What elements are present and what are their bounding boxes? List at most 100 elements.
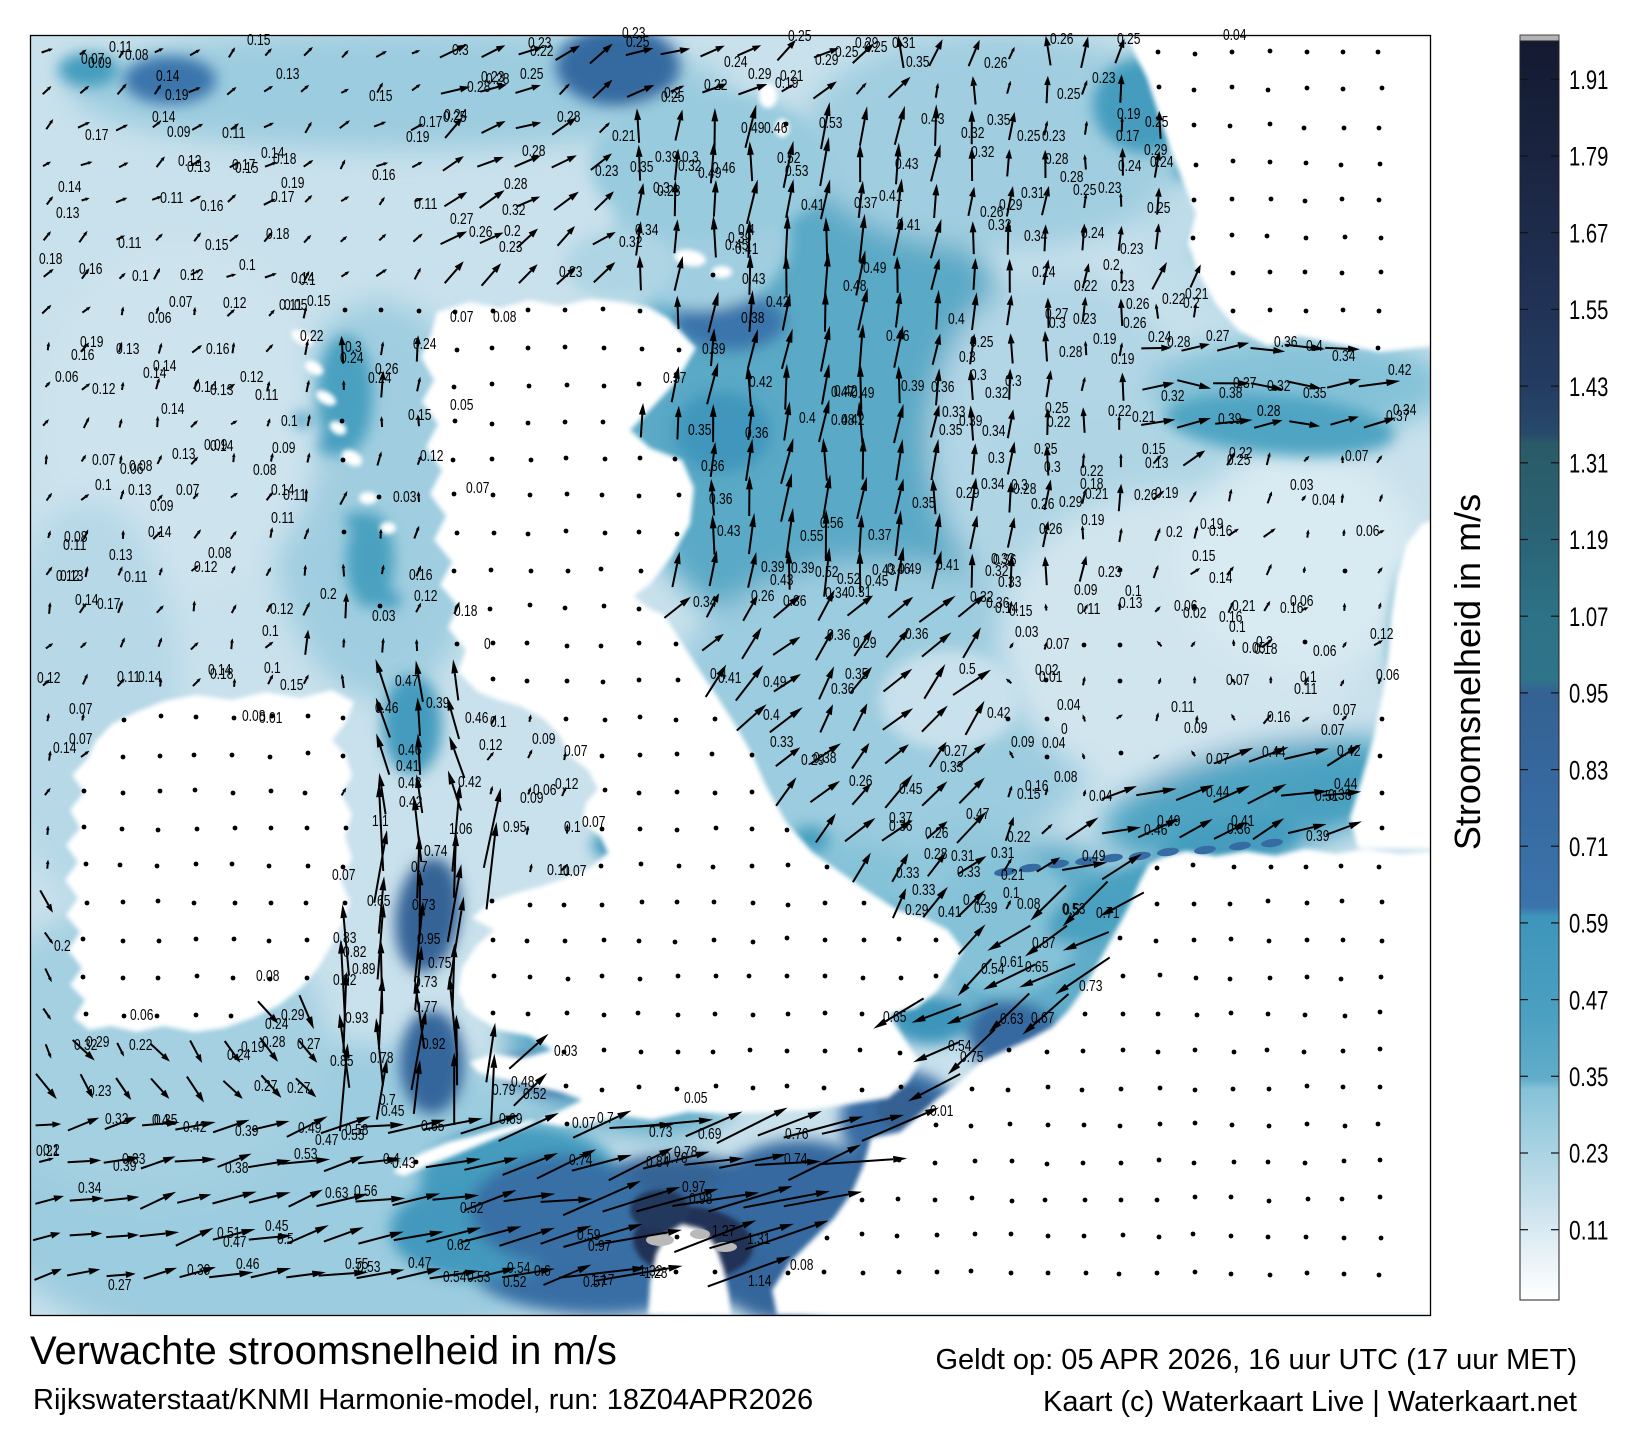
svg-text:0.71: 0.71 <box>1569 832 1608 862</box>
svg-text:0.47: 0.47 <box>966 806 989 823</box>
svg-text:0.92: 0.92 <box>422 1036 445 1053</box>
svg-text:0.3: 0.3 <box>970 367 987 384</box>
svg-text:0.11: 0.11 <box>109 39 132 56</box>
svg-text:0: 0 <box>1061 721 1068 738</box>
svg-text:0.21: 0.21 <box>780 68 803 85</box>
svg-text:0.28: 0.28 <box>657 183 680 200</box>
svg-text:0.22: 0.22 <box>704 77 727 94</box>
svg-text:0.23: 0.23 <box>559 264 582 281</box>
svg-text:0.16: 0.16 <box>1219 609 1242 626</box>
svg-text:0.55: 0.55 <box>800 528 823 545</box>
svg-text:0.09: 0.09 <box>1011 734 1034 751</box>
svg-text:0.65: 0.65 <box>367 893 390 910</box>
svg-text:0.1: 0.1 <box>132 268 149 285</box>
svg-text:0.73: 0.73 <box>649 1124 672 1141</box>
svg-text:0.25: 0.25 <box>1017 128 1040 145</box>
svg-text:0.54: 0.54 <box>507 1260 530 1277</box>
svg-text:0.09: 0.09 <box>167 124 190 141</box>
svg-text:0.38: 0.38 <box>225 1160 248 1177</box>
svg-text:0.12: 0.12 <box>223 295 246 312</box>
svg-text:0.43: 0.43 <box>895 156 918 173</box>
svg-text:0.36: 0.36 <box>889 818 912 835</box>
svg-text:0.28: 0.28 <box>486 71 509 88</box>
svg-text:0.58: 0.58 <box>345 1122 368 1139</box>
svg-text:0.11: 0.11 <box>271 510 294 527</box>
svg-text:0.82: 0.82 <box>343 944 366 961</box>
svg-text:0.06: 0.06 <box>130 1007 153 1024</box>
svg-text:0.95: 0.95 <box>1569 679 1608 709</box>
svg-text:0.1: 0.1 <box>281 413 298 430</box>
svg-text:0.28: 0.28 <box>1013 481 1036 498</box>
svg-text:1.32: 1.32 <box>639 1263 662 1280</box>
svg-text:0.28: 0.28 <box>522 143 545 160</box>
svg-text:0.05: 0.05 <box>450 397 473 414</box>
svg-text:0.45: 0.45 <box>725 237 748 254</box>
svg-text:0.28: 0.28 <box>467 79 490 96</box>
svg-text:0.34: 0.34 <box>981 476 1004 493</box>
svg-text:0.39: 0.39 <box>901 378 924 395</box>
svg-text:0.47: 0.47 <box>831 384 854 401</box>
svg-text:0.24: 0.24 <box>227 1047 250 1064</box>
svg-text:0.59: 0.59 <box>1569 909 1608 939</box>
svg-text:0.32: 0.32 <box>502 202 525 219</box>
svg-text:0.52: 0.52 <box>777 150 800 167</box>
svg-text:0.62: 0.62 <box>447 1237 470 1254</box>
svg-text:1.31: 1.31 <box>747 1231 770 1248</box>
svg-text:0.78: 0.78 <box>674 1144 697 1161</box>
svg-text:0.29: 0.29 <box>815 52 838 69</box>
svg-text:0.63: 0.63 <box>1000 1011 1023 1028</box>
svg-text:0.52: 0.52 <box>460 1200 483 1217</box>
svg-text:0.22: 0.22 <box>1108 403 1131 420</box>
svg-text:0.36: 0.36 <box>745 425 768 442</box>
svg-text:0.28: 0.28 <box>1167 334 1190 351</box>
svg-text:0.21: 0.21 <box>1085 486 1108 503</box>
svg-text:0.23: 0.23 <box>1092 70 1115 87</box>
svg-text:0.1: 0.1 <box>490 714 507 731</box>
svg-text:0.32: 0.32 <box>74 1037 97 1054</box>
svg-text:0.18: 0.18 <box>1254 641 1277 658</box>
svg-text:0.51: 0.51 <box>217 1225 240 1242</box>
svg-text:0.33: 0.33 <box>957 864 980 881</box>
svg-text:0.06: 0.06 <box>1174 598 1197 615</box>
svg-text:0.27: 0.27 <box>944 743 967 760</box>
svg-text:0.52: 0.52 <box>523 1086 546 1103</box>
svg-text:0.4: 0.4 <box>763 707 780 724</box>
svg-text:0.24: 0.24 <box>1032 264 1055 281</box>
svg-text:0.15: 0.15 <box>247 32 270 49</box>
svg-text:Verwachte stroomsnelheid in m/: Verwachte stroomsnelheid in m/s <box>30 1329 617 1373</box>
svg-text:0.57: 0.57 <box>1032 935 1055 952</box>
svg-text:0.26: 0.26 <box>1031 496 1054 513</box>
svg-text:0.26: 0.26 <box>1126 296 1149 313</box>
svg-text:0.48: 0.48 <box>511 1074 534 1091</box>
svg-text:0.13: 0.13 <box>276 66 299 83</box>
svg-text:0.45: 0.45 <box>265 1218 288 1235</box>
svg-text:0.29: 0.29 <box>801 752 824 769</box>
svg-text:0.23: 0.23 <box>622 25 645 42</box>
svg-text:0.14: 0.14 <box>138 669 161 686</box>
svg-text:0.34: 0.34 <box>635 222 658 239</box>
svg-text:0.44: 0.44 <box>1262 744 1285 761</box>
svg-text:0.11: 0.11 <box>117 669 140 686</box>
svg-text:0.63: 0.63 <box>325 1185 348 1202</box>
svg-text:0.11: 0.11 <box>283 487 306 504</box>
svg-text:0.42: 0.42 <box>399 794 422 811</box>
svg-text:0.25: 0.25 <box>1145 114 1168 131</box>
svg-text:0.29: 0.29 <box>1059 494 1082 511</box>
svg-text:0.83: 0.83 <box>333 930 356 947</box>
svg-text:0.25: 0.25 <box>1227 452 1250 469</box>
svg-text:0.47: 0.47 <box>408 1255 431 1272</box>
svg-text:0.27: 0.27 <box>450 211 473 228</box>
svg-text:0.4: 0.4 <box>1306 338 1323 355</box>
svg-text:0.11: 0.11 <box>118 235 141 252</box>
svg-text:0.35: 0.35 <box>154 1112 177 1129</box>
svg-text:0.19: 0.19 <box>80 334 103 351</box>
svg-text:0.36: 0.36 <box>1274 334 1297 351</box>
svg-text:0.35: 0.35 <box>630 159 653 176</box>
svg-text:0.18: 0.18 <box>210 666 233 683</box>
svg-text:0.1: 0.1 <box>299 272 316 289</box>
svg-text:0.36: 0.36 <box>1227 821 1250 838</box>
svg-text:0.08: 0.08 <box>790 1257 813 1274</box>
svg-text:0.01: 0.01 <box>259 710 282 727</box>
svg-text:0.43: 0.43 <box>921 111 944 128</box>
svg-text:0.27: 0.27 <box>287 1080 310 1097</box>
